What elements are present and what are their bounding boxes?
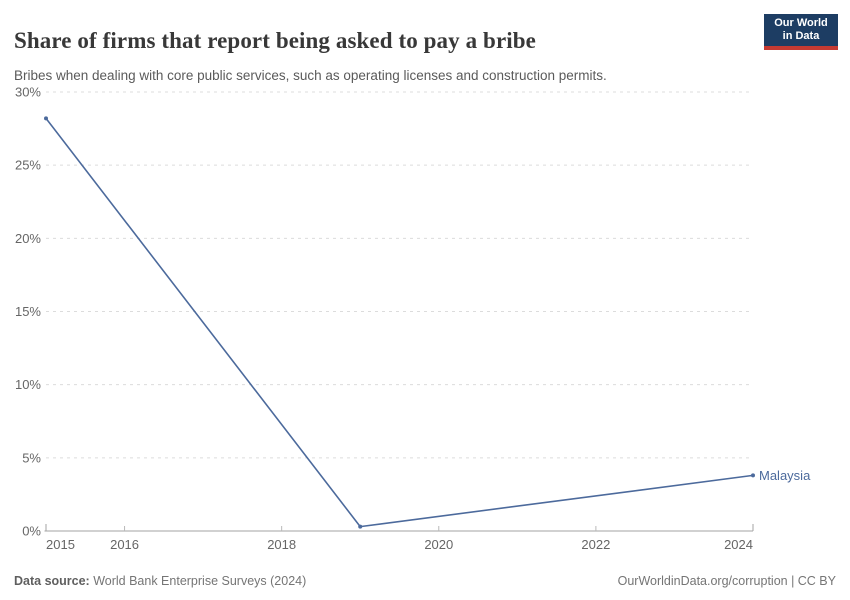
y-axis-label: 10% <box>15 377 41 392</box>
y-axis-label: 15% <box>15 304 41 319</box>
x-axis-label: 2015 <box>46 537 75 552</box>
data-source-note: Data source: World Bank Enterprise Surve… <box>14 574 306 588</box>
data-point[interactable] <box>44 116 48 121</box>
x-axis-label: 2018 <box>267 537 296 552</box>
owid-logo-line1: Our World <box>774 17 828 29</box>
y-axis-label: 25% <box>15 158 41 173</box>
data-point[interactable] <box>358 524 363 529</box>
chart-subtitle: Bribes when dealing with core public ser… <box>14 67 607 83</box>
footer-license-link[interactable]: OurWorldinData.org/corruption | CC BY <box>617 574 836 588</box>
page-title: Share of firms that report being asked t… <box>14 28 536 54</box>
owid-logo-line2: in Data <box>782 30 820 42</box>
data-point[interactable] <box>751 473 755 478</box>
chart-footer: Data source: World Bank Enterprise Surve… <box>14 574 836 588</box>
owid-logo[interactable]: Our World in Data <box>764 14 838 50</box>
x-axis-label: 2022 <box>581 537 610 552</box>
data-source-text: World Bank Enterprise Surveys (2024) <box>89 574 307 588</box>
y-axis-label: 5% <box>22 450 41 465</box>
data-source-label: Data source: <box>14 574 90 588</box>
y-axis-label: 30% <box>15 85 41 100</box>
y-axis-label: 20% <box>15 231 41 246</box>
series-label-malaysia[interactable]: Malaysia <box>759 468 811 483</box>
x-axis-label: 2016 <box>110 537 139 552</box>
x-axis-label: 2020 <box>424 537 453 552</box>
x-axis-label: 2024 <box>724 537 753 552</box>
y-axis-label: 0% <box>22 524 41 539</box>
series-line-malaysia[interactable] <box>45 117 754 528</box>
